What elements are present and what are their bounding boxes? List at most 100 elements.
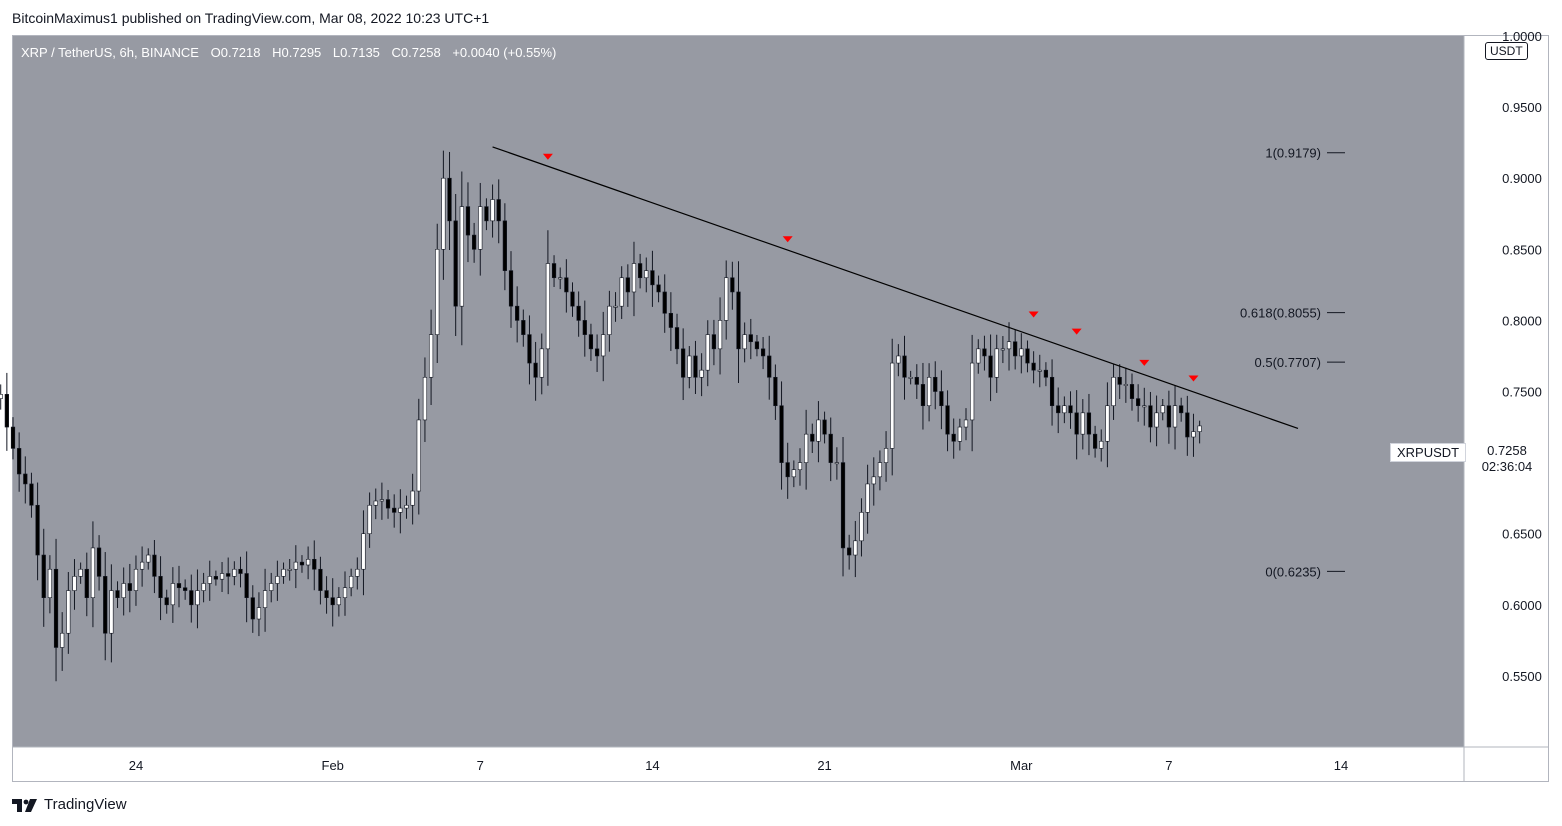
candle-body: [1056, 405, 1061, 414]
legend-low-value: 0.7135: [340, 45, 380, 60]
candle-body: [1025, 348, 1030, 364]
candle-body: [275, 576, 280, 584]
candle-body: [1062, 405, 1067, 414]
candle-body: [1037, 369, 1042, 372]
x-tick-label: Feb: [322, 758, 344, 773]
candle-body: [35, 504, 40, 556]
candle-body: [674, 327, 680, 350]
candle-body: [957, 426, 962, 442]
candle-body: [896, 355, 901, 364]
candle-body: [441, 177, 446, 250]
candle-body: [804, 433, 809, 463]
candle-body: [1019, 348, 1024, 357]
tradingview-brand[interactable]: TradingView: [12, 796, 127, 813]
candle-body: [619, 277, 624, 307]
candle-body: [53, 568, 59, 648]
candle-body: [588, 334, 594, 350]
candle-body: [730, 277, 735, 293]
candle-body: [453, 220, 458, 307]
candle-body: [379, 499, 384, 502]
candle-body: [890, 362, 895, 449]
candle-body: [158, 576, 163, 598]
y-tick-label: 0.6500: [1502, 527, 1542, 542]
candle-body: [828, 433, 833, 463]
candle-body: [1074, 412, 1079, 435]
fib-level-label: 0(0.6235): [1265, 564, 1321, 579]
candle-body: [342, 587, 348, 598]
candle-body: [90, 547, 96, 598]
y-tick-label: 0.9000: [1502, 171, 1542, 186]
candle-body: [29, 483, 34, 506]
plot-area: [13, 36, 1464, 747]
candle-body: [760, 348, 766, 357]
candle-body: [447, 177, 452, 222]
candle-body: [1129, 384, 1135, 399]
fib-level-label: 0.5(0.7707): [1255, 355, 1322, 370]
candle-body: [594, 348, 600, 357]
legend-close-label: C: [391, 45, 401, 60]
candle-body: [238, 568, 243, 574]
candle-body: [982, 348, 987, 357]
candle-body: [41, 554, 46, 598]
candle-body: [496, 199, 501, 222]
x-tick-label: 7: [1165, 758, 1172, 773]
candle-body: [1191, 431, 1196, 438]
candle-body: [822, 419, 827, 435]
candle-body: [791, 469, 796, 478]
candle-body: [299, 561, 305, 566]
candle-body: [23, 473, 28, 485]
candle-body: [459, 206, 464, 307]
candle-body: [250, 597, 255, 620]
candle-body: [939, 391, 944, 407]
candle-body: [847, 547, 852, 556]
candle-body: [78, 568, 83, 577]
candle-body: [650, 270, 655, 286]
candle-body: [785, 462, 790, 478]
candle-body: [306, 558, 311, 566]
candle-body: [1068, 405, 1073, 414]
candle-body: [681, 348, 686, 378]
resistance-marker-icon: [1028, 311, 1039, 318]
resistance-marker-icon: [782, 236, 793, 243]
candle-body: [564, 277, 569, 293]
candle-body: [951, 433, 956, 442]
candle-body: [195, 590, 200, 606]
candle-body: [164, 597, 169, 606]
x-tick-label: Mar: [1010, 758, 1033, 773]
candle-body: [883, 448, 889, 463]
candle-body: [1117, 376, 1122, 385]
candle-body: [810, 433, 815, 442]
bar-countdown: 02:36:04: [1481, 459, 1533, 474]
candle-body: [1093, 433, 1098, 449]
resistance-marker-icon: [1071, 328, 1082, 335]
candle-body: [1000, 348, 1005, 351]
x-tick-label: 21: [817, 758, 831, 773]
candle-body: [1049, 376, 1055, 407]
candle-body: [926, 376, 932, 407]
legend-close-value: 0.7258: [400, 45, 441, 60]
candle-body: [545, 263, 551, 350]
candle-body: [662, 291, 667, 314]
candle-body: [1105, 405, 1110, 442]
candle-body: [871, 476, 876, 485]
currency-unit-button[interactable]: USDT: [1485, 42, 1528, 60]
y-tick-label: 0.5500: [1502, 669, 1542, 684]
candle-body: [392, 507, 397, 513]
fib-level-label: 0.618(0.8055): [1240, 306, 1321, 321]
x-tick-label: 14: [645, 758, 659, 773]
candle-body: [0, 394, 3, 399]
candle-body: [1148, 405, 1153, 428]
candle-body: [103, 576, 108, 634]
candle-body: [754, 341, 760, 350]
candle-body: [551, 263, 557, 279]
last-price-value: 0.7258: [1487, 443, 1527, 458]
candle-body: [859, 512, 864, 542]
candle-body: [115, 590, 120, 598]
candle-body: [914, 376, 919, 385]
legend-high-label: H: [272, 45, 282, 60]
candle-body: [1013, 341, 1018, 357]
candle-body: [988, 355, 993, 378]
resistance-marker-icon: [542, 153, 553, 160]
candle-body: [963, 419, 969, 428]
